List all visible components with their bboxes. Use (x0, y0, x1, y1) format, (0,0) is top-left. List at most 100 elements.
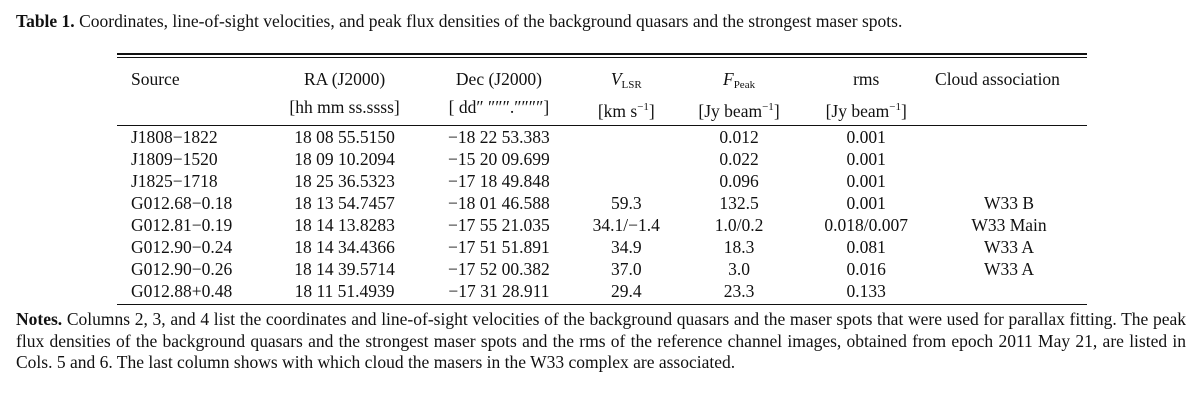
cell-fpeak: 1.0/0.2 (714, 215, 764, 235)
unit-rms-text: [Jy beam (825, 101, 890, 121)
table-row: G012.68−0.18 18 13 54.7457 −18 01 46.588 59… (117, 192, 1087, 214)
table-row: J1809−1520 18 09 10.2094 −15 20 09.699 0.02… (117, 148, 1087, 170)
unit-ra: [hh mm ss.ssss] (289, 97, 400, 117)
cell-cloud (931, 280, 1087, 304)
header-fpeak: FPeak (677, 58, 802, 96)
unit-rms-exponent: −1 (889, 101, 901, 113)
cell-cloud (931, 126, 1087, 149)
cell-fpeak: 0.096 (719, 171, 759, 191)
cell-ra: 18 14 34.4366 (294, 237, 395, 257)
cell-vlsr: 37.0 (610, 259, 642, 279)
table-body: J1808−1822 18 08 55.5150 −18 22 53.383 0.01… (117, 126, 1087, 305)
table-notes-label: Notes. (16, 309, 63, 329)
unit-vlsr-text: [km s (597, 101, 638, 121)
cell-rms: 0.001 (846, 193, 886, 213)
unit-vlsr-close: ] (648, 101, 655, 121)
header-vlsr-symbol: V (610, 69, 622, 89)
unit-vlsr-exponent: −1 (637, 101, 649, 113)
header-fpeak-symbol: F (722, 69, 734, 89)
table-row: J1825−1718 18 25 36.5323 −17 18 49.848 0.09… (117, 170, 1087, 192)
unit-fpeak-close: ] (773, 101, 780, 121)
cell-fpeak: 132.5 (719, 193, 759, 213)
cell-vlsr (576, 170, 677, 192)
cell-cloud (931, 170, 1087, 192)
header-vlsr: VLSR (576, 58, 677, 96)
cell-dec: −17 51 51.891 (448, 237, 550, 257)
cell-dec: −17 55 21.035 (448, 215, 550, 235)
data-table: Source RA (J2000) Dec (J2000) VLSR FPeak… (117, 58, 1087, 304)
cell-rms: 0.016 (846, 259, 886, 279)
cell-source: J1825−1718 (131, 171, 218, 191)
cell-rms: 0.133 (846, 281, 886, 301)
unit-fpeak: [Jy beam−1] (677, 96, 802, 126)
cell-fpeak: 23.3 (723, 281, 755, 301)
cell-vlsr: 34.1/−1.4 (592, 215, 660, 235)
cell-source: G012.81−0.19 (131, 215, 233, 235)
header-rms: rms (853, 69, 880, 89)
cell-ra: 18 08 55.5150 (294, 127, 395, 147)
table-row: G012.90−0.26 18 14 39.5714 −17 52 00.382 37… (117, 258, 1087, 280)
table-notes-text: Columns 2, 3, and 4 list the coordinates… (16, 309, 1187, 372)
unit-fpeak-text: [Jy beam (698, 101, 763, 121)
table-caption-text: Coordinates, line-of-sight velocities, a… (79, 11, 903, 31)
cell-rms: 0.018/0.007 (824, 215, 909, 235)
cell-dec: −17 31 28.911 (448, 281, 550, 301)
unit-source (117, 96, 267, 126)
table-top-rule (117, 53, 1087, 58)
table-row: G012.90−0.24 18 14 34.4366 −17 51 51.891 34… (117, 236, 1087, 258)
unit-dec: [ dd″ ″″″.″″″″] (448, 97, 550, 117)
unit-vlsr: [km s−1] (576, 96, 677, 126)
cell-vlsr (576, 126, 677, 149)
cell-ra: 18 14 13.8283 (294, 215, 395, 235)
unit-rms-close: ] (901, 101, 907, 121)
cell-ra: 18 09 10.2094 (294, 149, 395, 169)
table-notes: Notes. Columns 2, 3, and 4 list the coor… (16, 309, 1186, 374)
cell-cloud (931, 148, 1087, 170)
cell-cloud: W33 B (983, 193, 1035, 213)
cell-source: G012.90−0.26 (131, 259, 233, 279)
cell-cloud: W33 A (983, 259, 1035, 279)
cell-dec: −18 22 53.383 (448, 127, 550, 147)
table-row: J1808−1822 18 08 55.5150 −18 22 53.383 0.01… (117, 126, 1087, 149)
cell-vlsr: 34.9 (610, 237, 642, 257)
cell-source: G012.90−0.24 (131, 237, 233, 257)
cell-dec: −17 52 00.382 (448, 259, 550, 279)
header-dec: Dec (J2000) (455, 69, 542, 89)
cell-ra: 18 25 36.5323 (294, 171, 395, 191)
cell-rms: 0.081 (846, 237, 886, 257)
unit-cloud (931, 96, 1087, 126)
cell-vlsr: 29.4 (610, 281, 642, 301)
header-fpeak-subscript: Peak (733, 79, 756, 91)
cell-cloud: W33 A (983, 237, 1035, 257)
cell-rms: 0.001 (846, 149, 886, 169)
cell-fpeak: 18.3 (723, 237, 755, 257)
unit-rms: [Jy beam−1] (801, 96, 931, 126)
cell-ra: 18 11 51.4939 (294, 281, 395, 301)
cell-dec: −17 18 49.848 (448, 171, 550, 191)
table-caption-label: Table 1. (16, 11, 75, 31)
data-table-container: Source RA (J2000) Dec (J2000) VLSR FPeak… (117, 53, 1087, 305)
header-ra: RA (J2000) (303, 69, 386, 89)
cell-rms: 0.001 (846, 171, 886, 191)
cell-vlsr (576, 148, 677, 170)
cell-dec: −18 01 46.588 (448, 193, 550, 213)
header-vlsr-subscript: LSR (621, 79, 642, 91)
table-bottom-rule (117, 304, 1087, 305)
cell-cloud: W33 Main (971, 215, 1047, 235)
table-header-row: Source RA (J2000) Dec (J2000) VLSR FPeak… (117, 58, 1087, 96)
header-cloud: Cloud association (935, 69, 1060, 89)
cell-ra: 18 13 54.7457 (294, 193, 395, 213)
table-unit-row: [hh mm ss.ssss] [ dd″ ″″″.″″″″] [km s−1]… (117, 96, 1087, 126)
header-source: Source (131, 69, 180, 89)
cell-vlsr: 59.3 (610, 193, 642, 213)
table-row: G012.81−0.19 18 14 13.8283 −17 55 21.035 34… (117, 214, 1087, 236)
cell-source: G012.68−0.18 (131, 193, 233, 213)
cell-fpeak: 0.012 (719, 127, 759, 147)
cell-source: J1808−1822 (131, 127, 218, 147)
cell-source: J1809−1520 (131, 149, 218, 169)
cell-fpeak: 3.0 (728, 259, 750, 279)
cell-ra: 18 14 39.5714 (294, 259, 395, 279)
table-row: G012.88+0.48 18 11 51.4939 −17 31 28.911 29… (117, 280, 1087, 304)
cell-dec: −15 20 09.699 (448, 149, 550, 169)
